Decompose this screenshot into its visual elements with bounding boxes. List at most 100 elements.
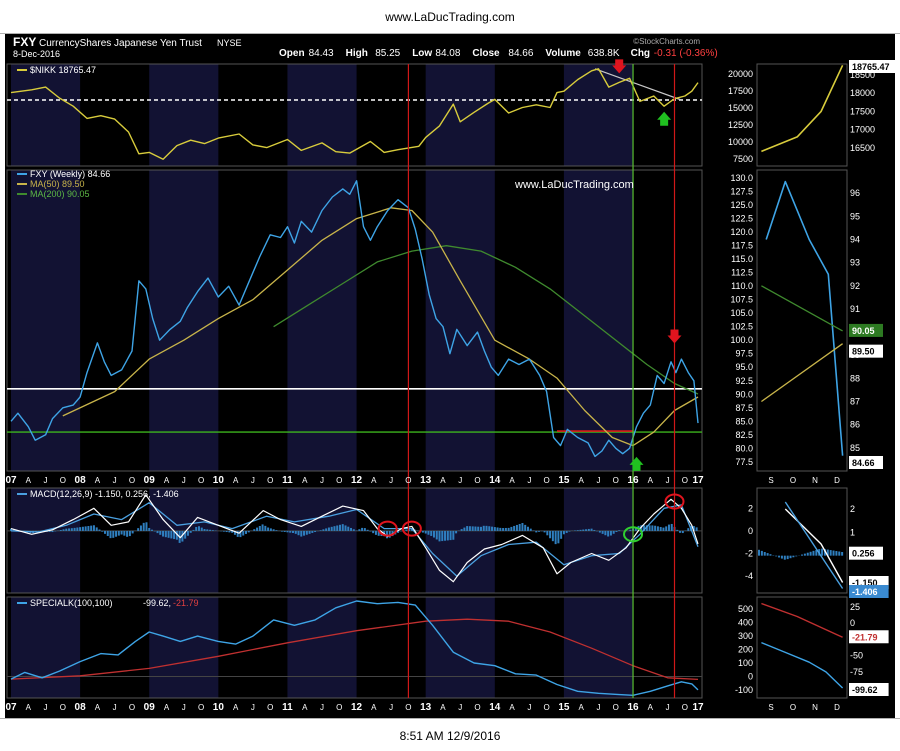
- ohlc-value-volume: 638.8K: [588, 48, 620, 59]
- macd-hist-bar: [79, 527, 82, 531]
- price-line: [10, 180, 699, 458]
- macd-hist-bar: [269, 528, 272, 531]
- xaxis-upper-tick-34: J: [596, 476, 600, 485]
- macd-hist-bar: [554, 530, 557, 545]
- macd-hist-bar: [366, 529, 369, 531]
- macd-circle-1: [401, 520, 422, 537]
- macd-hist-bar: [585, 529, 588, 531]
- macd-hist-bar: [477, 526, 480, 531]
- macd-hist-bar: [336, 525, 339, 531]
- year-band-2007-macd: [11, 488, 81, 593]
- panel-frame-macd: [6, 487, 703, 594]
- macd-hist-bar: [449, 530, 452, 541]
- macd-hist-bar: [507, 527, 510, 531]
- price-side-line: [765, 180, 844, 456]
- macd-hist-bar: [634, 527, 637, 531]
- macd-hist-bar: [303, 530, 306, 536]
- macd-hist-bar: [659, 526, 662, 531]
- special_k-ytick-2: 100: [738, 658, 753, 668]
- macd-side-hist-bar: [823, 549, 826, 556]
- macd-side-hist-bar: [821, 548, 824, 556]
- macd-hist-bar: [308, 530, 311, 534]
- taskbar: 8:51 AM 12/9/2016: [0, 718, 900, 751]
- macd-hist-bar: [488, 526, 491, 531]
- macd-hist-bar: [560, 530, 563, 539]
- macd-side-hist-bar: [769, 554, 772, 556]
- sk-signal-line: [10, 618, 699, 681]
- xaxis-upper-tick-22: J: [389, 476, 393, 485]
- macd-hist-bar: [37, 530, 40, 532]
- macd-side-ytick-1: 1: [850, 527, 855, 537]
- macd-hist-bar: [70, 528, 73, 531]
- year-band-2007-nikk: [11, 64, 81, 166]
- macd-hist-tag: 0.256: [852, 549, 875, 559]
- macd-hist-bar: [253, 529, 256, 531]
- macd-hist-bar: [643, 525, 646, 531]
- fxy-chart: 07 A J O 08 A J O 09 A J O 10 A J O 11 A J O 12 A J O 13 A J O 14 A J O…: [5, 34, 895, 718]
- xaxis-upper-tick-2: J: [44, 476, 48, 485]
- macd-hist-bar: [297, 530, 300, 536]
- macd-hist-bar: [184, 530, 187, 539]
- macd-hist-bar: [222, 530, 225, 532]
- macd-hist-bar: [283, 530, 286, 532]
- ohlc-chg: Chg: [631, 48, 650, 59]
- macd-hist-bar: [582, 529, 585, 531]
- macd-hist-bar: [319, 530, 322, 531]
- macd-hist-bar: [446, 530, 449, 541]
- price-ytick-21: 130.0: [730, 173, 753, 183]
- ma200-legend-label: MA(200) 90.05: [30, 189, 90, 199]
- special_k-ytick-5: 400: [738, 618, 753, 628]
- xaxis-upper-tick-25: A: [440, 476, 446, 485]
- xaxis-lower-tick-5: A: [95, 703, 101, 712]
- macd-hist-bar: [361, 527, 364, 531]
- price-side-ytick-11: 96: [850, 188, 860, 198]
- price-ytick-14: 112.5: [731, 268, 753, 278]
- macd-hist-bar: [59, 530, 62, 531]
- macd-hist-bar: [593, 529, 596, 531]
- xaxis-upper-side-tick-1: O: [790, 476, 796, 485]
- xaxis-lower-tick-27: O: [474, 703, 480, 712]
- macd-hist-bar: [286, 530, 289, 533]
- macd-side-hist-bar: [806, 552, 809, 556]
- macd-side-signal: [784, 501, 844, 589]
- macd-side-hist-bar: [841, 552, 844, 556]
- macd-hist-bar: [81, 526, 84, 531]
- ohlc-close: Close: [472, 48, 500, 59]
- macd-hist-bar: [90, 525, 93, 531]
- price-ytick-5: 90.0: [735, 389, 753, 399]
- nikk-arrow-1: [657, 111, 672, 126]
- macd-hist-bar: [244, 530, 247, 534]
- macd-hist-bar: [62, 529, 65, 531]
- macd-side-hist-bar: [809, 551, 812, 556]
- macd-hist-bar: [466, 526, 469, 531]
- price-ytick-11: 105.0: [730, 308, 753, 318]
- xaxis-upper-tick-15: O: [267, 476, 273, 485]
- macd-hist-bar: [173, 530, 176, 540]
- side-frame-nikk: [756, 63, 848, 167]
- sk-last-tag: -99.62: [852, 685, 878, 695]
- macd-hist-bar: [139, 525, 142, 531]
- xaxis-lower-tick-1: A: [26, 703, 32, 712]
- macd-hist-bar: [496, 527, 499, 531]
- side-frame-macd: [756, 487, 848, 594]
- ohlc-value-open: 84.43: [309, 48, 334, 59]
- special_k-ytick-3: 200: [738, 645, 753, 655]
- xaxis-lower-side-tick-3: D: [834, 703, 840, 712]
- macd-hist-bar: [311, 530, 314, 533]
- macd-hist-bar: [325, 528, 328, 531]
- macd-hist-bar: [186, 530, 189, 536]
- xaxis-upper-tick-4: 08: [75, 475, 87, 486]
- price-ytick-1: 80.0: [735, 443, 753, 453]
- xaxis-lower-tick-35: O: [613, 703, 619, 712]
- year-band-2013-macd: [425, 488, 495, 593]
- sk-legend-value1: -99.62,: [143, 598, 171, 608]
- label-layer: 07 A J O 08 A J O 09 A J O 10 A J O 11 A J O 12 A J O 13 A J O 14 A J O…: [5, 35, 895, 713]
- macd-hist-bar: [192, 529, 195, 531]
- xaxis-lower-tick-40: 17: [692, 702, 704, 713]
- xaxis-upper-tick-35: O: [613, 476, 619, 485]
- macd-hist-bar: [330, 526, 333, 531]
- macd-hist-bar: [352, 529, 355, 531]
- macd-hist-bar: [162, 530, 165, 537]
- year-band-2009-sk: [149, 597, 219, 698]
- macd-hist-bar: [145, 522, 148, 531]
